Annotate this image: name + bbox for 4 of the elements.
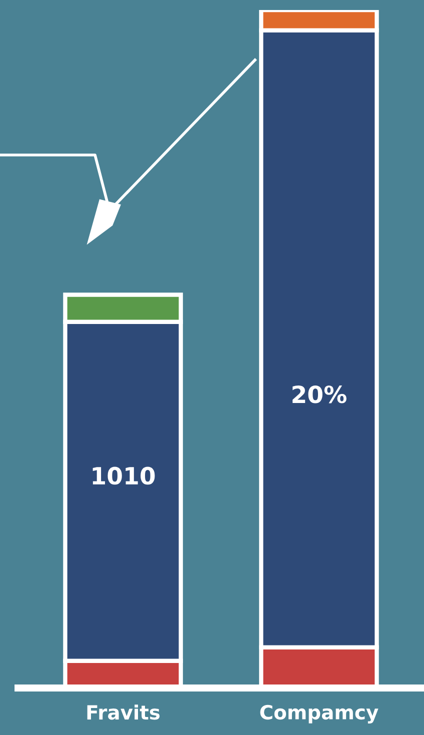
annotation: 1010 xyxy=(92,466,155,485)
annotation: 20% xyxy=(292,385,346,404)
x-tick-label: Fravits xyxy=(87,704,160,720)
x-tick-label: Compamcy xyxy=(260,704,378,724)
